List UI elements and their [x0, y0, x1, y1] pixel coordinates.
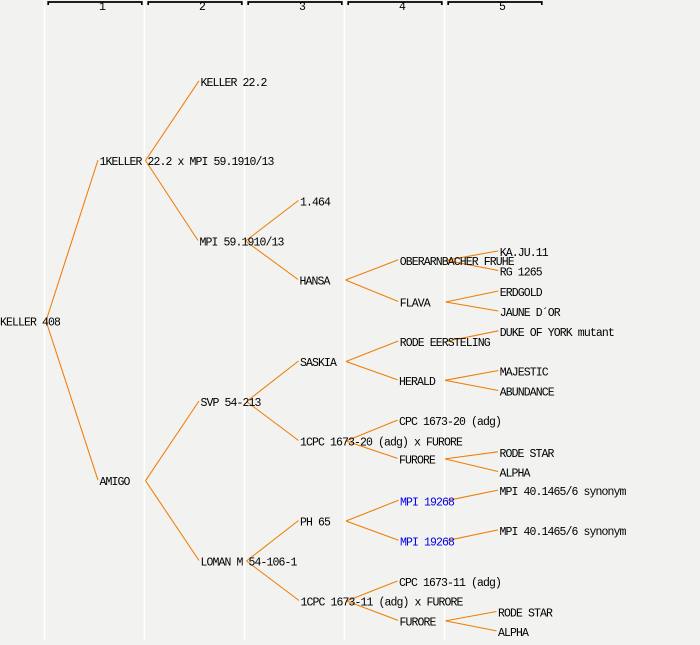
svg-text:KA.JU.11: KA.JU.11	[500, 247, 549, 260]
svg-text:ERDGOLD: ERDGOLD	[500, 287, 543, 300]
svg-text:SASKIA: SASKIA	[300, 357, 337, 370]
svg-text:HANSA: HANSA	[300, 276, 331, 289]
svg-text:3: 3	[299, 1, 306, 14]
svg-text:AMIGO: AMIGO	[100, 476, 131, 489]
svg-text:FURORE: FURORE	[400, 616, 437, 629]
svg-text:FLAVA: FLAVA	[400, 298, 431, 311]
svg-text:ALPHA: ALPHA	[500, 468, 531, 481]
svg-text:HERALD: HERALD	[399, 376, 436, 389]
svg-text:1.464: 1.464	[300, 197, 331, 210]
svg-text:RODE STAR: RODE STAR	[498, 608, 553, 621]
svg-text:CPC 1673-11 (adg): CPC 1673-11 (adg)	[399, 577, 501, 590]
svg-text:MPI 40.1465/6 synonym: MPI 40.1465/6 synonym	[500, 486, 627, 499]
svg-text:1CPC 1673-11 (adg) x FURORE: 1CPC 1673-11 (adg) x FURORE	[301, 597, 464, 610]
svg-text:JAUNE D´OR: JAUNE D´OR	[500, 307, 561, 320]
svg-text:5: 5	[499, 1, 506, 14]
svg-text:ALPHA: ALPHA	[498, 627, 529, 640]
svg-text:PH 65: PH 65	[300, 517, 331, 530]
svg-text:DUKE OF YORK mutant: DUKE OF YORK mutant	[500, 327, 614, 340]
svg-text:OBERARNBACHER FRUHE: OBERARNBACHER FRUHE	[400, 256, 515, 269]
svg-text:MAJESTIC: MAJESTIC	[500, 367, 549, 380]
svg-text:FURORE: FURORE	[399, 454, 436, 467]
svg-text:RODE EERSTELING: RODE EERSTELING	[400, 337, 491, 350]
svg-text:SVP 54-213: SVP 54-213	[201, 397, 262, 410]
svg-text:MPI 19268: MPI 19268	[400, 496, 455, 509]
svg-text:MPI 40.1465/6 synonym: MPI 40.1465/6 synonym	[500, 526, 627, 539]
svg-text:MPI 59.1910/13: MPI 59.1910/13	[200, 237, 285, 250]
svg-text:RG 1265: RG 1265	[500, 267, 543, 280]
svg-text:1: 1	[99, 1, 106, 14]
svg-text:1CPC 1673-20 (adg) x FURORE: 1CPC 1673-20 (adg) x FURORE	[300, 437, 463, 450]
svg-text:CPC 1673-20 (adg): CPC 1673-20 (adg)	[399, 416, 501, 429]
svg-text:LOMAN M 54-106-1: LOMAN M 54-106-1	[201, 557, 298, 570]
svg-text:MPI 19268: MPI 19268	[400, 536, 455, 549]
svg-text:1KELLER 22.2 x MPI 59.1910/13: 1KELLER 22.2 x MPI 59.1910/13	[100, 156, 275, 169]
svg-text:RODE STAR: RODE STAR	[500, 448, 555, 461]
svg-text:KELLER 408: KELLER 408	[0, 317, 61, 330]
svg-text:2: 2	[199, 1, 206, 14]
svg-text:ABUNDANCE: ABUNDANCE	[500, 387, 555, 400]
svg-text:KELLER 22.2: KELLER 22.2	[201, 77, 268, 90]
svg-text:4: 4	[399, 1, 406, 14]
